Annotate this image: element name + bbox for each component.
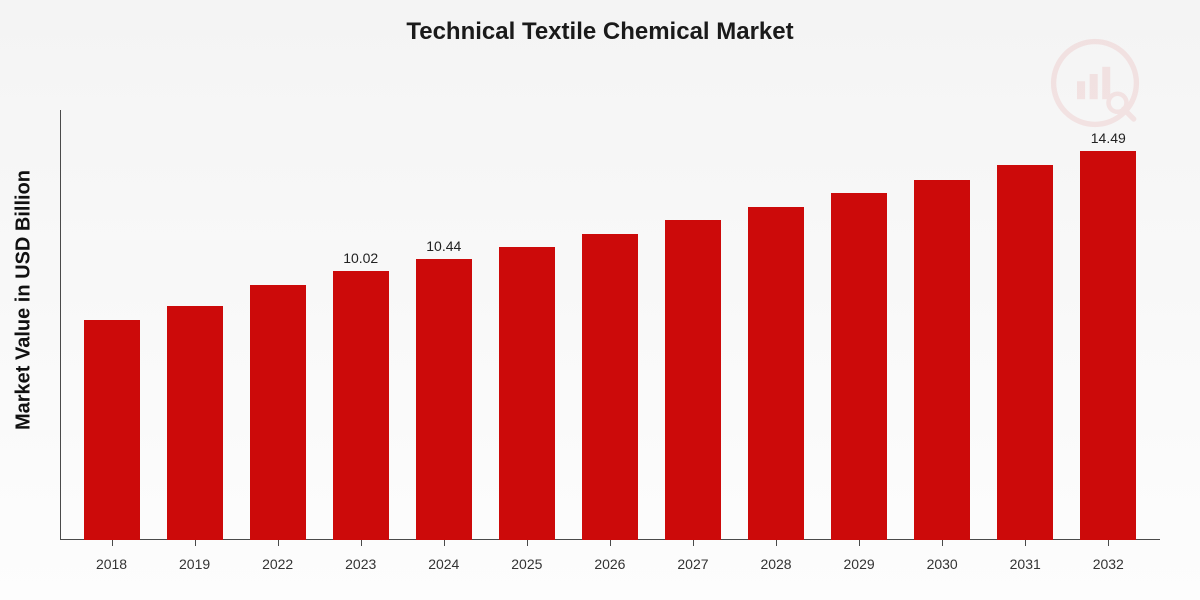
x-tick [1025, 540, 1026, 546]
bar [333, 271, 389, 540]
x-tick-label: 2023 [333, 556, 389, 572]
bar [1080, 151, 1136, 540]
x-tick-label: 2032 [1080, 556, 1136, 572]
x-tick [942, 540, 943, 546]
bar [167, 306, 223, 540]
bar-wrap [84, 298, 140, 540]
bar-wrap [914, 158, 970, 540]
x-tick [1108, 540, 1109, 546]
bar-value-label: 10.44 [426, 237, 461, 255]
x-tick-label: 2027 [665, 556, 721, 572]
x-tick [776, 540, 777, 546]
bar-wrap [499, 225, 555, 540]
bar [831, 193, 887, 540]
x-tick [444, 540, 445, 546]
bar-wrap [167, 284, 223, 540]
bar-wrap [665, 198, 721, 540]
x-tick [527, 540, 528, 546]
x-tick [859, 540, 860, 546]
x-tick-label: 2025 [499, 556, 555, 572]
bar [748, 207, 804, 540]
bar-wrap [831, 171, 887, 540]
x-tick-label: 2030 [914, 556, 970, 572]
x-tick [693, 540, 694, 546]
x-tick-label: 2031 [997, 556, 1053, 572]
y-axis-label: Market Value in USD Billion [13, 170, 36, 430]
bar [416, 259, 472, 540]
x-tick-label: 2019 [167, 556, 223, 572]
bar-wrap: 14.49 [1080, 129, 1136, 540]
bar-wrap [582, 212, 638, 540]
x-tick-label: 2029 [831, 556, 887, 572]
bar-value-label: 10.02 [343, 249, 378, 267]
bar [499, 247, 555, 540]
x-tick-label: 2024 [416, 556, 472, 572]
bar [84, 320, 140, 540]
bar-wrap: 10.44 [416, 237, 472, 540]
bar-wrap [250, 263, 306, 540]
x-tick [361, 540, 362, 546]
bar [582, 234, 638, 540]
x-axis-labels: 2018 2019 2022 2023 2024 2025 2026 2027 2028 2029… [60, 556, 1160, 572]
bar [665, 220, 721, 540]
chart-title: Technical Textile Chemical Market [0, 18, 1200, 46]
x-tick [610, 540, 611, 546]
bar-wrap [997, 143, 1053, 540]
x-tick-label: 2018 [84, 556, 140, 572]
bar-wrap [748, 185, 804, 540]
bar [250, 285, 306, 540]
bar [914, 180, 970, 540]
bar-wrap: 10.02 [333, 249, 389, 540]
x-tick-label: 2026 [582, 556, 638, 572]
bars-container: 10.02 10.44 14.49 [60, 110, 1160, 540]
plot-area: 10.02 10.44 14.49 [60, 110, 1160, 540]
bar-value-label: 14.49 [1091, 129, 1126, 147]
x-tick [278, 540, 279, 546]
x-tick [195, 540, 196, 546]
x-tick-label: 2022 [250, 556, 306, 572]
x-tick-label: 2028 [748, 556, 804, 572]
x-tick [112, 540, 113, 546]
bar [997, 165, 1053, 540]
